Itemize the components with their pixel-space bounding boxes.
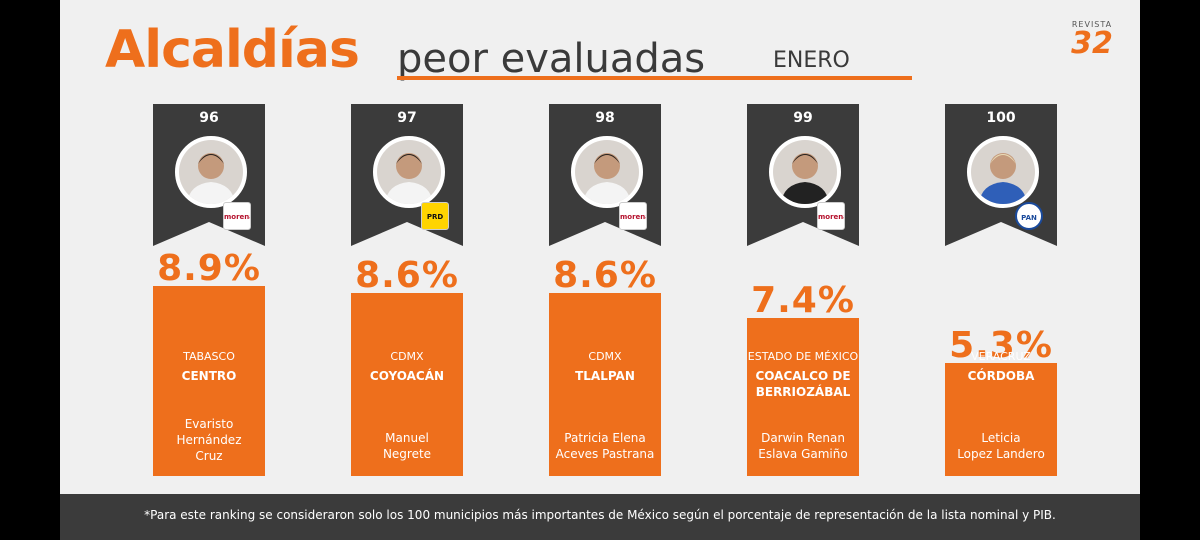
rank-number: 100	[986, 110, 1016, 126]
morena-logo-icon: morena	[817, 202, 845, 230]
mayor-name: Darwin Renan Eslava Gamiño	[747, 430, 859, 462]
bar	[153, 286, 265, 476]
data-label: 8.6%	[355, 255, 459, 296]
footer-note: *Para este ranking se consideraron solo …	[144, 508, 1056, 522]
bar-column: 96 morena 8.9% TABASCO CENTRO Evaristo Hernánd…	[153, 104, 265, 476]
mayor-name-line: Hernández	[176, 433, 242, 447]
pan-logo-icon: PAN	[1015, 202, 1043, 230]
data-label: 7.4%	[751, 280, 855, 321]
footer: *Para este ranking se consideraron solo …	[60, 494, 1140, 540]
data-label: 5.3%	[949, 325, 1053, 366]
rank-number: 97	[397, 110, 417, 126]
rank-band: 98 morena	[549, 104, 661, 246]
bar-chart: 96 morena 8.9% TABASCO CENTRO Evaristo Hernánd…	[60, 0, 1140, 480]
mayor-name-line: Manuel	[385, 431, 429, 445]
rank-band: 97 PRD	[351, 104, 463, 246]
state-label: CDMX	[588, 350, 622, 363]
municipality-label: CENTRO	[181, 369, 237, 383]
municipality-label: COACALCO DE BERRIOZÁBAL	[755, 369, 851, 399]
mayor-name-line: Leticia	[981, 431, 1021, 445]
mayor-name-line: Eslava Gamiño	[758, 447, 848, 461]
bar	[945, 363, 1057, 476]
rank-band: 99 morena	[747, 104, 859, 246]
infographic-panel: Alcaldías peor evaluadas ENERO REVISTA 3…	[60, 0, 1140, 540]
mayor-name: Evaristo Hernández Cruz	[153, 416, 265, 464]
mayor-photo	[175, 136, 247, 208]
morena-logo-icon: morena	[619, 202, 647, 230]
prd-logo-icon: PRD	[421, 202, 449, 230]
morena-logo-icon: morena	[223, 202, 251, 230]
data-label: 8.9%	[157, 248, 261, 289]
revista-32-logo: REVISTA 32	[1070, 20, 1114, 64]
mayor-name-line: Cruz	[195, 449, 223, 463]
bar-column: 99 morena 7.4% ESTADO DE MÉXICO COACALCO DE …	[747, 104, 859, 476]
bar	[549, 293, 661, 476]
data-label: 8.6%	[553, 255, 657, 296]
rank-band: 96 morena	[153, 104, 265, 246]
mayor-photo	[769, 136, 841, 208]
rank-number: 99	[793, 110, 813, 126]
bar-column: 100 PAN 5.3% VERACRUZ CÓRDOBA Leticia Lopez La…	[945, 104, 1057, 476]
mayor-photo	[967, 136, 1039, 208]
title-underline	[397, 76, 912, 80]
bar-column: 97 PRD 8.6% CDMX COYOACÁN Manuel Negrete	[351, 104, 463, 476]
logo-label: REVISTA	[1071, 20, 1113, 29]
state-label: VERACRUZ	[971, 350, 1031, 363]
municipality-label: TLALPAN	[575, 369, 635, 383]
mayor-name: Patricia Elena Aceves Pastrana	[549, 430, 661, 462]
mayor-photo	[373, 136, 445, 208]
title-main: Alcaldías	[105, 20, 360, 80]
bar	[351, 293, 463, 476]
title-sub: peor evaluadas	[397, 36, 706, 82]
rank-band: 100 PAN	[945, 104, 1057, 246]
mayor-photo	[571, 136, 643, 208]
state-label: TABASCO	[183, 350, 235, 363]
rank-number: 98	[595, 110, 615, 126]
bar-column: 98 morena 8.6% CDMX TLALPAN Patricia Elena Ace…	[549, 104, 661, 476]
municipality-label: COYOACÁN	[369, 369, 445, 383]
mayor-name-line: Patricia Elena	[564, 431, 646, 445]
mayor-name-line: Lopez Landero	[957, 447, 1045, 461]
mayor-name-line: Evaristo	[184, 417, 234, 431]
state-label: ESTADO DE MÉXICO	[747, 350, 859, 363]
state-label: CDMX	[390, 350, 424, 363]
mayor-name: Leticia Lopez Landero	[945, 430, 1057, 462]
bar	[747, 318, 859, 476]
mayor-name-line: Negrete	[382, 447, 432, 461]
logo-number: 32	[1071, 26, 1113, 61]
mayor-name-line: Darwin Renan	[761, 431, 845, 445]
title-month: ENERO	[773, 48, 850, 73]
mayor-name-line: Aceves Pastrana	[555, 447, 655, 461]
mayor-name: Manuel Negrete	[351, 430, 463, 462]
rank-number: 96	[199, 110, 219, 126]
municipality-label: CÓRDOBA	[967, 369, 1035, 383]
